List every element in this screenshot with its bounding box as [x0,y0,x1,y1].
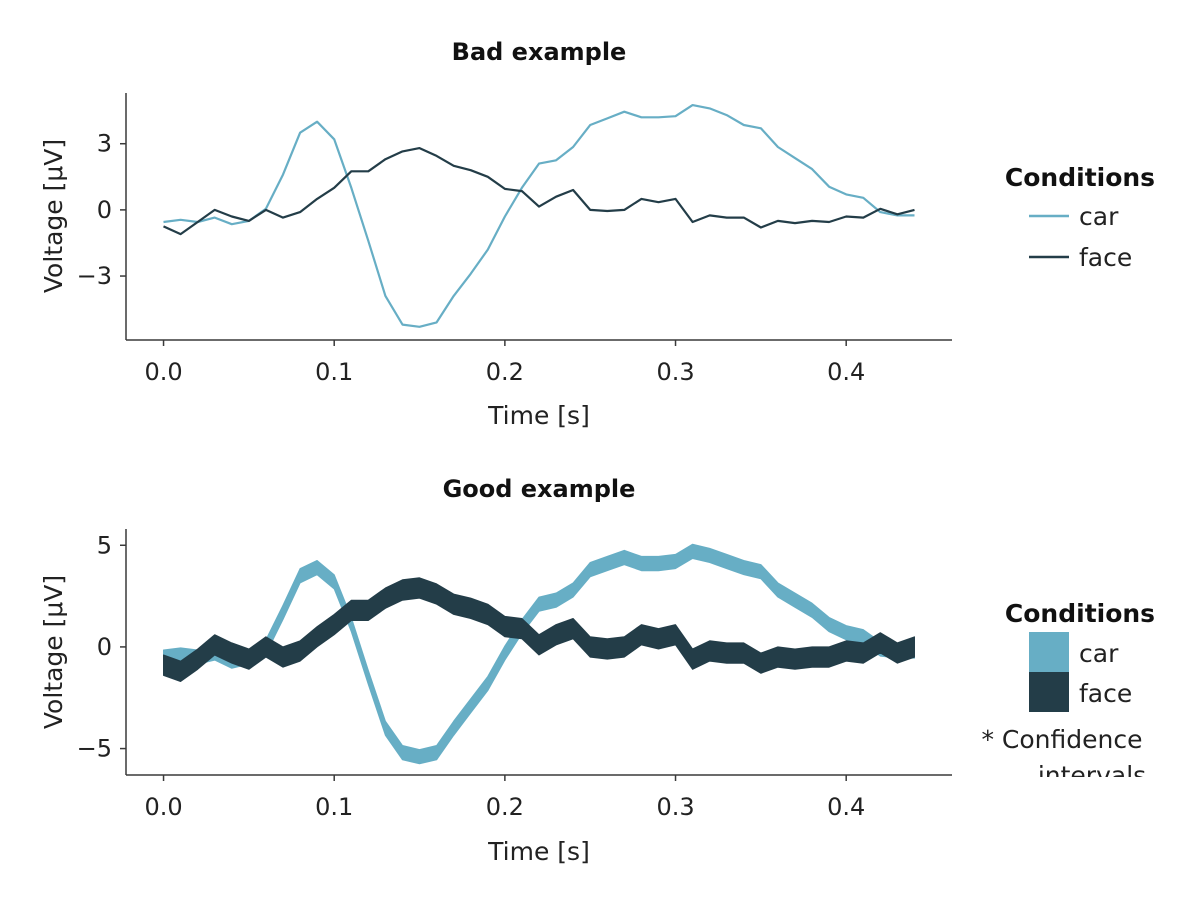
y-tick-label: −3 [77,262,112,290]
x-tick-label: 0.3 [656,793,694,821]
x-tick-label: 0.2 [486,358,524,386]
series-band-face [163,577,915,682]
x-tick-label: 0.1 [315,358,353,386]
panel-bad-example: Bad example 0.0 0.1 0.2 0.3 0.4 3 0 −3 Time [s]… [39,38,1155,430]
legend: Conditions car face [1005,163,1155,272]
axis-ticks: 0.0 0.1 0.2 0.3 0.4 5 0 −5 [77,531,866,821]
panel-good-example: Good example 0.0 0.1 0.2 0.3 0.4 5 0 −5 Time [s… [39,475,1155,866]
legend-label-face: face [1079,679,1132,708]
plot-area [163,103,915,328]
panel-title: Bad example [452,38,627,66]
x-axis-label: Time [s] [487,401,590,430]
legend-swatch-face [1029,672,1069,712]
plot-area [163,543,915,765]
y-tick-label: 3 [97,130,112,158]
x-tick-label: 0.0 [144,358,182,386]
legend-label-car: car [1079,639,1119,668]
y-tick-label: 0 [97,196,112,224]
x-tick-label: 0.3 [656,358,694,386]
legend-swatch-car [1029,632,1069,672]
legend-label-car: car [1079,202,1119,231]
axis-ticks: 0.0 0.1 0.2 0.3 0.4 3 0 −3 [77,130,866,386]
legend-note: * Confidence intervals [981,725,1146,790]
legend-title: Conditions [1005,599,1155,628]
legend: Conditions car face * Confidence interval… [981,599,1155,790]
legend-title: Conditions [1005,163,1155,192]
y-axis-label: Voltage [μV] [39,139,68,293]
y-tick-label: 0 [97,633,112,661]
legend-label-face: face [1079,243,1132,272]
series-line-car [163,103,915,328]
y-axis-label: Voltage [μV] [39,575,68,729]
panel-title: Good example [443,475,636,503]
series-band-car [163,543,915,765]
x-tick-label: 0.1 [315,793,353,821]
x-tick-label: 0.2 [486,793,524,821]
x-tick-label: 0.4 [827,793,865,821]
x-axis-label: Time [s] [487,837,590,866]
x-tick-label: 0.4 [827,358,865,386]
y-tick-label: 5 [97,531,112,559]
y-tick-label: −5 [77,735,112,763]
x-tick-label: 0.0 [144,793,182,821]
series-line-face [163,147,915,236]
